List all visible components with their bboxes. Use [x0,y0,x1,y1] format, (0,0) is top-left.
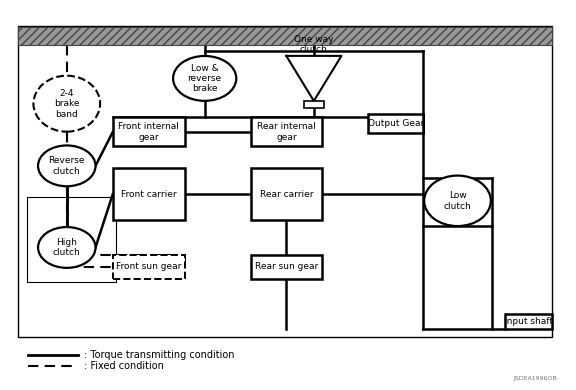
Ellipse shape [38,145,96,186]
Bar [113,255,184,278]
Bar [18,26,552,337]
Text: Rear internal
gear: Rear internal gear [257,122,316,142]
Text: Rear carrier: Rear carrier [260,190,313,199]
Ellipse shape [173,56,236,101]
Bar [304,101,324,108]
Bar [18,27,552,45]
Text: Low &
reverse
brake: Low & reverse brake [188,64,222,93]
Bar [113,117,184,146]
Ellipse shape [38,227,96,268]
Bar [251,255,323,278]
Bar [369,114,423,133]
Text: JSDEA1996OB: JSDEA1996OB [513,376,557,381]
Bar [251,117,323,146]
Text: One way
clutch: One way clutch [294,35,334,54]
Bar [113,168,184,220]
Text: 2-4
brake
band: 2-4 brake band [54,89,79,119]
Text: Input shaft: Input shaft [504,317,554,326]
Text: Reverse
clutch: Reverse clutch [48,156,85,176]
Text: High
clutch: High clutch [53,238,81,257]
Bar [505,314,552,329]
Text: Rear sun gear: Rear sun gear [255,262,318,271]
Bar [251,168,323,220]
Text: : Fixed condition: : Fixed condition [84,361,164,371]
Text: : Torque transmitting condition: : Torque transmitting condition [84,350,234,360]
Text: Front sun gear: Front sun gear [116,262,181,271]
Text: Low
clutch: Low clutch [444,191,471,211]
Bar [26,197,116,282]
Polygon shape [286,56,342,101]
Ellipse shape [33,76,100,132]
Text: Front carrier: Front carrier [121,190,176,199]
Text: Front internal
gear: Front internal gear [118,122,179,142]
Text: Output Gear: Output Gear [367,119,424,128]
Ellipse shape [424,176,491,226]
